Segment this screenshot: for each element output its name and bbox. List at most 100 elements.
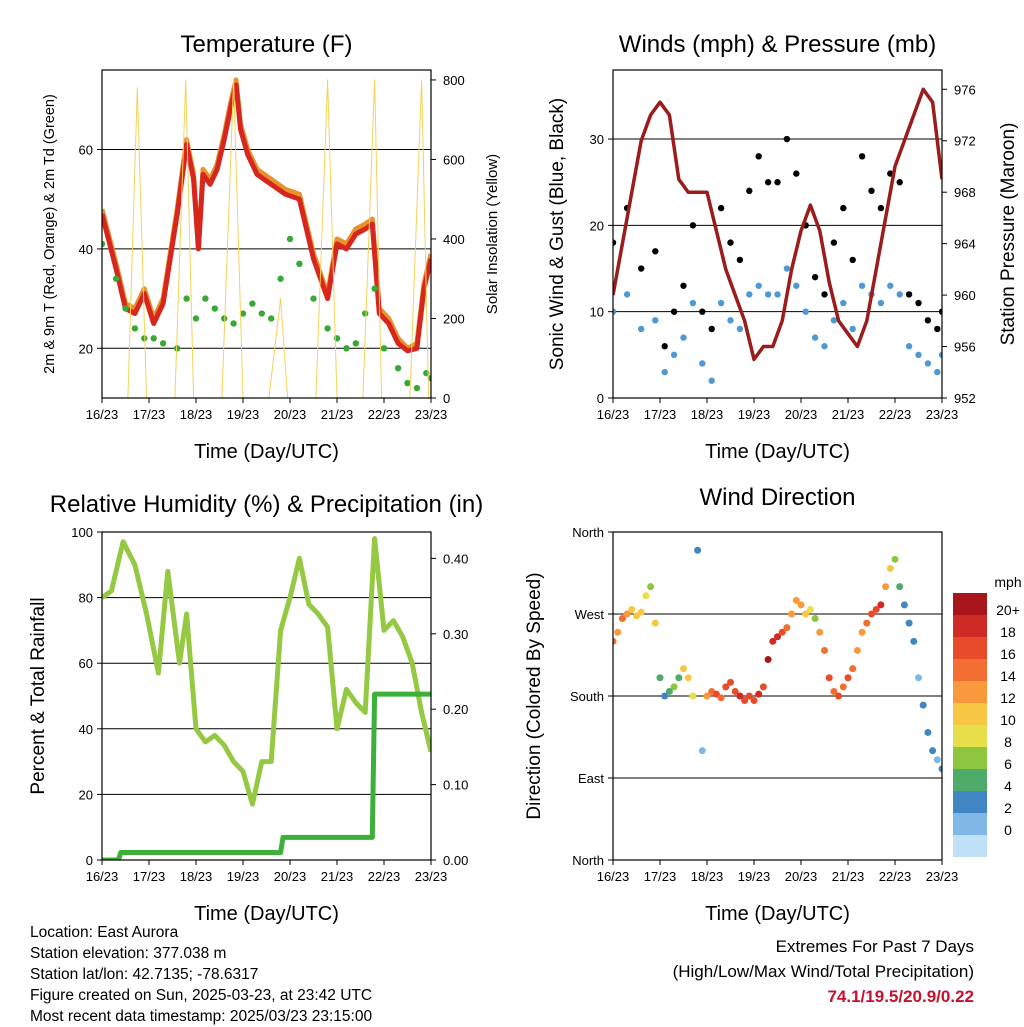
station-location: Location: East Aurora bbox=[30, 924, 179, 941]
series-2-point bbox=[343, 345, 350, 352]
direction-point bbox=[750, 697, 758, 705]
direction-point bbox=[877, 601, 885, 609]
series-0-point bbox=[661, 343, 668, 350]
series-1-point bbox=[670, 351, 678, 359]
series-1-point bbox=[755, 282, 762, 289]
direction-point bbox=[816, 628, 824, 636]
series-0-point bbox=[793, 170, 800, 177]
colorbar-label: 0 bbox=[1004, 822, 1012, 838]
series-2-point bbox=[183, 295, 190, 302]
xtick-label: 18/23 bbox=[691, 407, 724, 422]
station-info: Location: East Aurora Station elevation:… bbox=[30, 922, 372, 1027]
y-axis-right-label: Solar Insolation (Yellow) bbox=[484, 154, 501, 314]
direction-point bbox=[806, 605, 814, 613]
series-0-point bbox=[699, 308, 706, 315]
ytick-right-label: 0.10 bbox=[443, 778, 468, 793]
series-2-point bbox=[221, 315, 228, 322]
ytick-label: 20 bbox=[79, 341, 93, 356]
colorbar-swatch bbox=[953, 615, 987, 637]
colorbar-label: 10 bbox=[1000, 712, 1016, 728]
series-0-point bbox=[764, 179, 772, 186]
direction-point bbox=[680, 665, 687, 673]
series-1-point bbox=[708, 377, 715, 384]
direction-point bbox=[825, 674, 833, 682]
direction-point bbox=[778, 628, 786, 636]
extremes-values: 74.1/19.5/20.9/0.22 bbox=[827, 987, 974, 1006]
direction-point bbox=[618, 615, 626, 623]
series-1-point bbox=[887, 282, 894, 289]
series-2-point bbox=[192, 315, 200, 322]
series-1-point bbox=[896, 291, 903, 298]
xtick-label: 23/23 bbox=[926, 869, 959, 884]
ytick-label: 20 bbox=[590, 218, 604, 233]
x-axis-label: Time (Day/UTC) bbox=[705, 441, 850, 463]
series-2-point bbox=[404, 379, 411, 387]
recent-timestamp: Most recent data timestamp: 2025/03/23 2… bbox=[30, 1008, 373, 1025]
series-0-point bbox=[689, 222, 697, 229]
xtick-label: 23/23 bbox=[415, 869, 448, 884]
xtick-label: 16/23 bbox=[597, 407, 630, 422]
colorbar-swatch bbox=[953, 593, 987, 615]
series-0-point bbox=[896, 179, 903, 186]
series-1-point bbox=[689, 299, 697, 307]
direction-point bbox=[651, 619, 659, 627]
ytick-right-label: 976 bbox=[954, 82, 976, 97]
xtick-label: 17/23 bbox=[644, 407, 677, 422]
series-0-point bbox=[868, 187, 875, 195]
extremes-subtitle: (High/Low/Max Wind/Total Precipitation) bbox=[672, 962, 974, 981]
series-1-point bbox=[821, 343, 828, 350]
colorbar-swatch bbox=[953, 637, 987, 659]
ytick-label: West bbox=[575, 607, 605, 622]
ytick-right-label: 800 bbox=[443, 73, 465, 88]
plot-frame bbox=[101, 69, 432, 399]
series-0-point bbox=[938, 308, 942, 315]
series-1-point bbox=[613, 308, 617, 315]
y-axis-label: 2m & 9m T (Red, Orange) & 2m Td (Green) bbox=[42, 94, 58, 374]
direction-point bbox=[727, 678, 734, 686]
series-1-point bbox=[623, 291, 631, 298]
colorbar-swatch bbox=[953, 791, 987, 813]
xtick-label: 21/23 bbox=[832, 869, 865, 884]
series-2-point bbox=[380, 345, 388, 352]
y-axis-right-label: Station Pressure (Maroon) bbox=[998, 123, 1019, 346]
series-0-point bbox=[858, 153, 866, 160]
colorbar-label: 18 bbox=[1000, 624, 1016, 640]
ytick-right-label: 400 bbox=[443, 232, 465, 247]
series-2-point bbox=[352, 340, 359, 347]
ytick-label: East bbox=[578, 771, 604, 786]
panel-winds: 0 10 20 30 952 956 960 964 968 972 976 16/23 17/23 18… bbox=[547, 31, 1019, 463]
series-2-point bbox=[202, 295, 209, 302]
xtick-label: 20/23 bbox=[274, 407, 307, 422]
series-2-point bbox=[150, 335, 157, 342]
ytick-label: 100 bbox=[71, 525, 93, 540]
series-0-point bbox=[613, 239, 617, 246]
colorbar-swatch bbox=[953, 659, 987, 681]
series-1-point bbox=[661, 368, 668, 376]
colorbar-swatch bbox=[953, 813, 987, 835]
direction-point bbox=[661, 692, 669, 700]
x-axis-label: Time (Day/UTC) bbox=[194, 441, 339, 463]
ytick-right-label: 600 bbox=[443, 152, 465, 167]
series-0-point bbox=[727, 239, 734, 246]
series-1-point bbox=[717, 299, 725, 307]
extremes-box: Extremes For Past 7 Days (High/Low/Max W… bbox=[673, 934, 974, 1009]
direction-point bbox=[703, 692, 711, 700]
colorbar-label: 8 bbox=[1004, 734, 1012, 750]
ytick-right-label: 0.00 bbox=[443, 853, 468, 868]
ytick-right-label: 964 bbox=[954, 237, 976, 252]
series-1-point bbox=[680, 334, 687, 341]
ytick-right-label: 200 bbox=[443, 311, 465, 326]
direction-point bbox=[755, 690, 763, 698]
series-0-point bbox=[915, 299, 922, 307]
direction-point bbox=[698, 747, 706, 755]
direction-point bbox=[811, 615, 819, 623]
series-1-point bbox=[840, 299, 847, 307]
series-1-point bbox=[783, 265, 791, 272]
series-0-point bbox=[811, 273, 819, 281]
xtick-label: 23/23 bbox=[926, 407, 959, 422]
xtick-label: 18/23 bbox=[180, 869, 213, 884]
ytick-right-label: 0 bbox=[443, 391, 450, 406]
extremes-title: Extremes For Past 7 Days bbox=[775, 937, 974, 956]
series-0-point bbox=[774, 179, 781, 186]
